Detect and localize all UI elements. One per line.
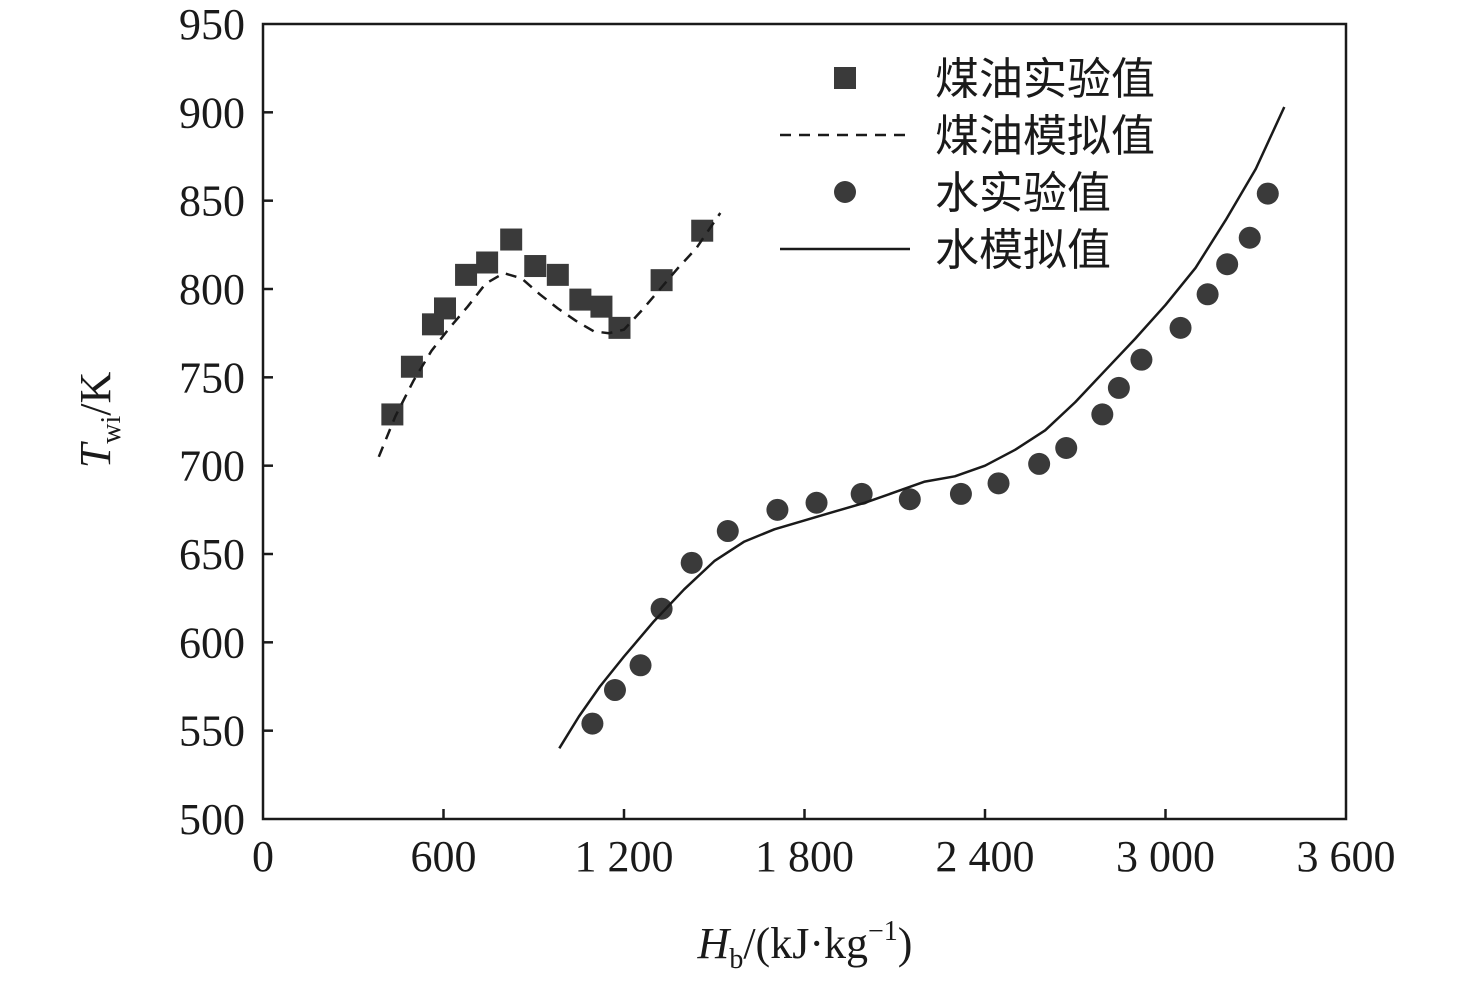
series-line xyxy=(377,212,722,458)
data-point xyxy=(1130,348,1153,371)
x-tick-label: 1 800 xyxy=(755,832,854,881)
data-point xyxy=(766,498,789,521)
data-point xyxy=(524,255,547,278)
data-point xyxy=(629,654,652,677)
data-point xyxy=(716,520,739,543)
data-point xyxy=(850,482,873,505)
y-tick-label: 500 xyxy=(179,795,245,844)
series-layer xyxy=(377,106,1286,749)
data-point xyxy=(1091,403,1114,426)
data-point xyxy=(581,712,604,735)
x-tick-label: 2 400 xyxy=(936,832,1035,881)
x-tick-label: 600 xyxy=(411,832,477,881)
y-axis: 500 550 600 650 700 750 800 850 900 950 xyxy=(179,0,273,844)
y-tick-label: 850 xyxy=(179,177,245,226)
plot-frame xyxy=(261,22,1348,821)
legend-label: 煤油实验值 xyxy=(935,54,1155,105)
x-tick-label: 1 200 xyxy=(575,832,674,881)
legend-label: 煤油模拟值 xyxy=(935,111,1155,162)
legend-marker-symbol xyxy=(834,181,856,203)
data-point xyxy=(400,355,423,378)
data-point xyxy=(1107,376,1130,399)
data-point xyxy=(1216,253,1239,276)
data-point xyxy=(500,228,523,251)
series-1 xyxy=(381,219,714,426)
data-point xyxy=(949,482,972,505)
x-axis-title: Hb/(kJ·kg−1) xyxy=(697,916,913,975)
legend-label: 水实验值 xyxy=(935,168,1111,219)
series-3 xyxy=(581,182,1279,735)
data-point xyxy=(1256,182,1279,205)
legend-label: 水模拟值 xyxy=(935,225,1111,276)
y-tick-label: 550 xyxy=(179,707,245,756)
data-point xyxy=(603,679,626,702)
data-point xyxy=(546,263,569,286)
data-point xyxy=(898,488,921,511)
data-point xyxy=(805,491,828,514)
data-point xyxy=(691,219,714,242)
y-tick-label: 650 xyxy=(179,530,245,579)
data-point xyxy=(590,295,613,318)
data-point xyxy=(1169,316,1192,339)
y-tick-label: 900 xyxy=(179,88,245,137)
data-point xyxy=(381,403,404,426)
y-tick-label: 950 xyxy=(179,0,245,49)
data-point xyxy=(608,316,631,339)
y-tick-label: 700 xyxy=(179,442,245,491)
series-4 xyxy=(558,106,1286,749)
y-tick-label: 750 xyxy=(179,353,245,402)
series-line xyxy=(558,106,1286,749)
data-point xyxy=(1196,283,1219,306)
x-axis: 0 600 1 200 1 800 2 400 3 000 3 600 xyxy=(252,809,1396,881)
data-point xyxy=(455,263,478,286)
data-point xyxy=(476,251,499,274)
data-point xyxy=(987,472,1010,495)
y-tick-label: 600 xyxy=(179,618,245,667)
x-tick-label: 3 000 xyxy=(1116,832,1215,881)
x-tick-label: 0 xyxy=(252,832,274,881)
data-point xyxy=(569,288,592,311)
legend-marker-symbol xyxy=(834,67,856,89)
data-point xyxy=(650,597,673,620)
data-point xyxy=(680,551,703,574)
data-point xyxy=(1028,452,1051,475)
data-point xyxy=(650,269,673,292)
data-point xyxy=(1055,437,1078,459)
data-point xyxy=(1238,226,1261,249)
y-tick-label: 800 xyxy=(179,265,245,314)
series-2 xyxy=(377,212,722,458)
x-tick-label: 3 600 xyxy=(1297,832,1396,881)
y-axis-title: Twi/K xyxy=(71,372,127,469)
data-point xyxy=(434,297,457,320)
